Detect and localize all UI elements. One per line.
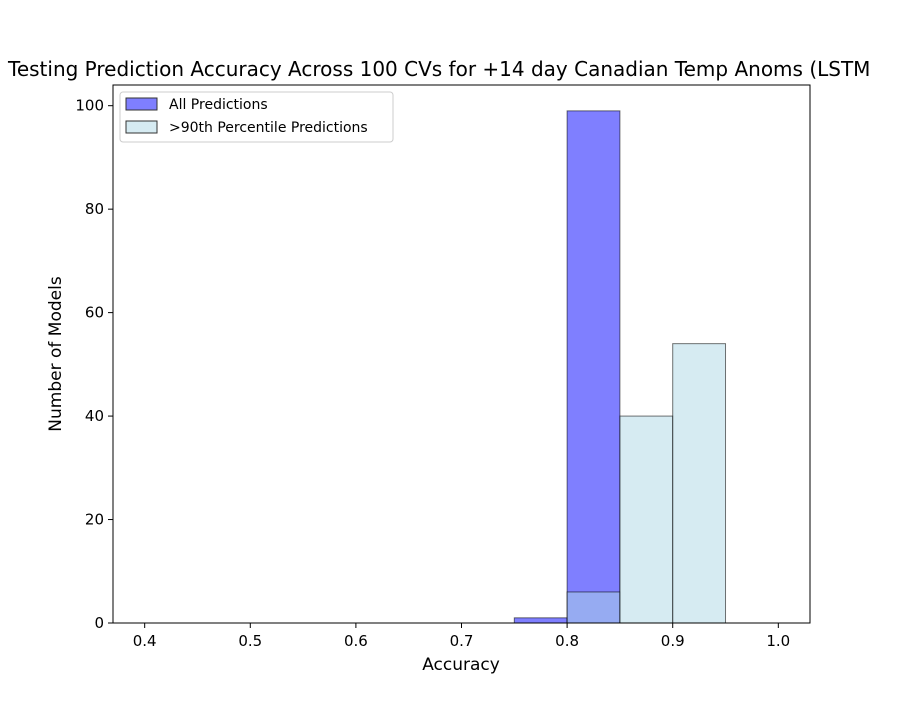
x-tick-label: 0.9 bbox=[661, 632, 685, 650]
x-tick-label: 0.5 bbox=[238, 632, 262, 650]
legend-box bbox=[119, 91, 394, 143]
x-axis-ticks: 0.4 0.5 0.6 0.7 0.8 0.9 1.0 bbox=[133, 623, 790, 650]
y-axis-ticks: 0 20 40 60 80 100 bbox=[75, 97, 113, 632]
legend-label-all-predictions: All Predictions bbox=[169, 97, 268, 113]
x-tick-label: 1.0 bbox=[766, 632, 790, 650]
y-tick-label: 0 bbox=[94, 614, 104, 632]
y-tick-label: 20 bbox=[85, 511, 104, 529]
x-tick-label: 0.8 bbox=[555, 632, 579, 650]
x-tick-label: 0.6 bbox=[344, 632, 368, 650]
histogram-bar bbox=[619, 415, 674, 624]
legend-swatch-all-predictions bbox=[125, 97, 158, 111]
y-tick-label: 80 bbox=[85, 200, 104, 218]
histogram-bar bbox=[672, 343, 727, 624]
y-tick-label: 40 bbox=[85, 407, 104, 425]
chart-title: Testing Prediction Accuracy Across 100 C… bbox=[7, 57, 870, 81]
legend-swatch-90th-percentile bbox=[125, 120, 158, 134]
y-tick-label: 60 bbox=[85, 304, 104, 322]
x-tick-label: 0.7 bbox=[450, 632, 474, 650]
legend: All Predictions >90th Percentile Predict… bbox=[119, 91, 394, 143]
y-tick-label: 100 bbox=[75, 97, 104, 115]
legend-label-90th-percentile: >90th Percentile Predictions bbox=[169, 120, 368, 136]
histogram-bar bbox=[566, 110, 621, 624]
x-axis-label: Accuracy bbox=[422, 655, 500, 675]
histogram-bar bbox=[513, 617, 568, 624]
bars-layer bbox=[513, 110, 727, 624]
x-tick-label: 0.4 bbox=[133, 632, 157, 650]
histogram-bar bbox=[566, 591, 621, 624]
y-axis-label: Number of Models bbox=[46, 276, 66, 432]
